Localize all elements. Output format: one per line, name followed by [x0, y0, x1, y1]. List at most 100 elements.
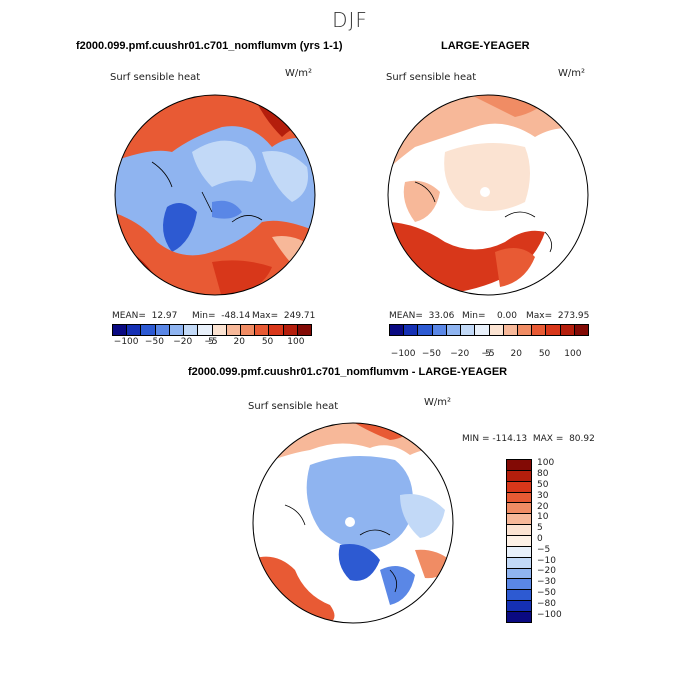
colorbar-swatch [127, 325, 142, 335]
colorbar-label: 100 [564, 349, 582, 359]
colorbar-swatch [155, 325, 170, 335]
colorbar-swatch [507, 557, 531, 569]
panel2-mean: MEAN= 33.06 [389, 311, 455, 321]
colorbar-label: 5 [537, 523, 543, 534]
colorbar-label: −30 [537, 577, 556, 588]
colorbar-swatch [507, 525, 531, 537]
panel2-colorbar [389, 324, 589, 336]
colorbar-label: −10 [537, 555, 556, 566]
colorbar-swatch [507, 503, 531, 515]
colorbar-label: 50 [537, 480, 549, 490]
panel1-var-title: Surf sensible heat [110, 72, 201, 83]
colorbar-swatch [532, 325, 547, 335]
panel2-min: Min= 0.00 [462, 311, 517, 321]
colorbar-label: 20 [233, 337, 246, 347]
panel1-title: f2000.099.pmf.cuushr01.c701_nomflumvm (y… [76, 40, 343, 52]
panel2-colorbar-labels: −100 −50 −20 −5 5 20 50 100 [389, 349, 587, 361]
colorbar-swatch [212, 325, 227, 335]
colorbar-swatch [283, 325, 298, 335]
colorbar-label: −5 [204, 337, 218, 347]
colorbar-swatch [507, 492, 531, 504]
colorbar-swatch [198, 325, 213, 335]
panel1-polar-map [114, 94, 316, 296]
colorbar-swatch [297, 325, 312, 335]
colorbar-label: 0 [537, 534, 543, 544]
colorbar-swatch [517, 325, 533, 335]
colorbar-swatch [240, 325, 256, 335]
colorbar-swatch [507, 590, 531, 602]
colorbar-swatch [269, 325, 284, 335]
panel1-mean: MEAN= 12.97 [112, 311, 178, 321]
colorbar-label: −20 [450, 349, 470, 359]
colorbar-swatch [507, 481, 531, 493]
colorbar-swatch [574, 325, 589, 335]
colorbar-swatch [507, 536, 531, 547]
colorbar-swatch [226, 325, 241, 335]
colorbar-label: 50 [261, 337, 274, 347]
colorbar-label: 5 [485, 349, 491, 359]
panel2-title: LARGE-YEAGER [441, 40, 530, 52]
colorbar-swatch [418, 325, 433, 335]
colorbar-swatch [507, 579, 531, 591]
colorbar-label: −100 [390, 349, 416, 359]
panel2-max: Max= 273.95 [526, 311, 590, 321]
colorbar-swatch [507, 568, 531, 580]
colorbar-label: 100 [537, 458, 555, 469]
colorbar-swatch [507, 601, 531, 613]
season-title: DJF [332, 8, 368, 32]
colorbar-swatch [169, 325, 185, 335]
colorbar-label: 80 [537, 469, 549, 480]
colorbar-label: −100 [113, 337, 139, 347]
colorbar-label: −50 [537, 588, 556, 598]
colorbar-swatch [255, 325, 270, 335]
colorbar-swatch [489, 325, 504, 335]
panel1-units: W/m² [285, 68, 313, 79]
colorbar-label: −100 [537, 609, 562, 620]
colorbar-label: 100 [287, 337, 305, 347]
colorbar-swatch [560, 325, 575, 335]
colorbar-swatch [432, 325, 447, 335]
colorbar-swatch [507, 514, 531, 526]
panel1-min: Min= -48.14 [192, 311, 251, 321]
colorbar-swatch [184, 325, 199, 335]
colorbar-label: −5 [537, 544, 551, 555]
colorbar-label: 20 [510, 349, 523, 359]
panel3-title: f2000.099.pmf.cuushr01.c701_nomflumvm - … [188, 366, 508, 378]
colorbar-swatch [507, 546, 531, 558]
colorbar-label: −5 [481, 349, 495, 359]
colorbar-swatch [390, 325, 405, 335]
panel3-var-title: Surf sensible heat [248, 401, 339, 412]
panel2-units: W/m² [558, 68, 586, 79]
panel3-polar-map [252, 422, 454, 624]
colorbar-label: −50 [144, 337, 164, 347]
panel1-colorbar [112, 324, 312, 336]
panel2-polar-map [387, 94, 589, 296]
colorbar-label: 10 [537, 512, 549, 523]
colorbar-swatch [446, 325, 462, 335]
colorbar-swatch [546, 325, 561, 335]
colorbar-swatch [141, 325, 156, 335]
colorbar-label: 20 [537, 501, 549, 512]
colorbar-label: −50 [421, 349, 441, 359]
colorbar-swatch [507, 460, 531, 471]
colorbar-label: 5 [208, 337, 214, 347]
panel1-colorbar-labels: −100 −50 −20 −5 5 20 50 100 [112, 337, 310, 349]
colorbar-swatch [113, 325, 128, 335]
colorbar-swatch [461, 325, 476, 335]
colorbar-swatch [404, 325, 419, 335]
colorbar-label: 30 [537, 490, 549, 501]
panel3-colorbar [506, 459, 532, 623]
colorbar-swatch [507, 470, 531, 482]
panel3-colorbar-labels: 100 80 50 30 20 10 5 0 −5 −10 −20 −30 −50 −80 −100 [537, 458, 577, 621]
colorbar-label: −80 [537, 598, 556, 609]
panel3-minmax: MIN = -114.13 MAX = 80.92 [462, 434, 595, 444]
colorbar-label: −20 [537, 566, 556, 577]
colorbar-label: 50 [538, 349, 551, 359]
panel3-units: W/m² [424, 397, 452, 408]
colorbar-swatch [507, 612, 531, 622]
colorbar-swatch [503, 325, 518, 335]
colorbar-label: −20 [173, 337, 193, 347]
panel1-max: Max= 249.71 [252, 311, 316, 321]
colorbar-swatch [475, 325, 490, 335]
panel2-var-title: Surf sensible heat [386, 72, 477, 83]
